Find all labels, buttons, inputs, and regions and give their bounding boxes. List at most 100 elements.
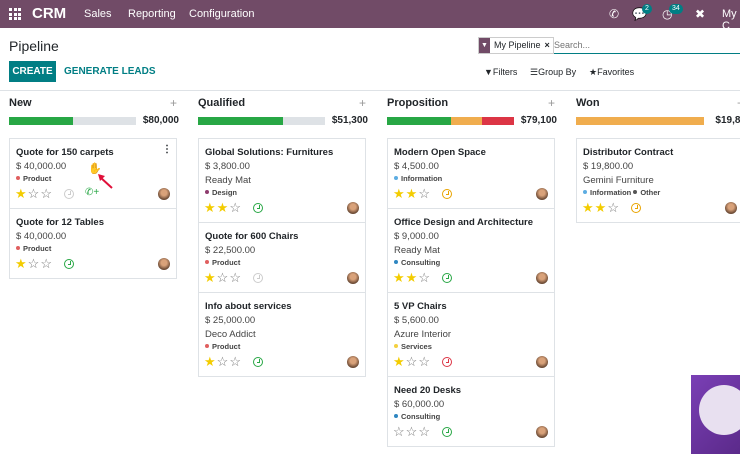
remove-facet-icon[interactable]: ×: [544, 40, 550, 50]
column-progress-bar[interactable]: [387, 117, 514, 125]
priority-star-icon[interactable]: ★: [15, 256, 28, 271]
progress-segment[interactable]: [576, 117, 704, 125]
priority-star-icon[interactable]: ★: [216, 200, 230, 215]
card-revenue: $ 5,600.00: [394, 315, 439, 326]
priority-star-icon[interactable]: ☆: [405, 424, 419, 439]
opportunity-card[interactable]: Quote for 600 Chairs $ 22,500.00 Product ★☆…: [198, 222, 366, 293]
priority-star-icon[interactable]: ★: [393, 186, 406, 201]
filters-dropdown[interactable]: ▼Filters: [484, 67, 518, 77]
salesperson-avatar[interactable]: [347, 202, 359, 214]
priority-star-icon[interactable]: ☆: [27, 186, 41, 201]
priority-star-icon[interactable]: ☆: [418, 424, 431, 439]
activity-clock-icon[interactable]: [64, 259, 74, 269]
search-input[interactable]: [554, 37, 734, 52]
priority-star-icon[interactable]: ★: [204, 354, 217, 369]
priority-star-icon[interactable]: ★: [582, 200, 595, 215]
priority-star-icon[interactable]: ☆: [607, 200, 620, 215]
salesperson-avatar[interactable]: [347, 272, 359, 284]
priority-star-icon[interactable]: ★: [405, 186, 419, 201]
priority-star-icon[interactable]: ☆: [229, 270, 242, 285]
opportunity-card[interactable]: Distributor Contract $ 19,800.00 Gemini Fu…: [576, 138, 740, 223]
activity-clock-icon[interactable]: [253, 357, 263, 367]
activity-clock-icon[interactable]: [253, 203, 263, 213]
salesperson-avatar[interactable]: [536, 426, 548, 438]
opportunity-card[interactable]: Quote for 12 Tables $ 40,000.00 Product ★☆☆: [9, 208, 177, 279]
column-title[interactable]: New: [9, 97, 32, 109]
progress-segment[interactable]: [283, 117, 325, 125]
column-progress-bar[interactable]: [198, 117, 325, 125]
activity-clock-icon[interactable]: ◷: [662, 7, 673, 21]
company-switcher[interactable]: My C: [722, 8, 737, 32]
opportunity-card[interactable]: Modern Open Space $ 4,500.00 Information ★★…: [387, 138, 555, 209]
priority-star-icon[interactable]: ★: [15, 186, 28, 201]
priority-stars: ★☆☆: [204, 271, 242, 284]
debug-tools-icon[interactable]: ✖: [695, 7, 706, 21]
priority-star-icon[interactable]: ☆: [229, 354, 242, 369]
progress-segment[interactable]: [198, 117, 284, 125]
priority-star-icon[interactable]: ☆: [229, 200, 242, 215]
groupby-dropdown[interactable]: ☰Group By: [530, 67, 577, 77]
priority-star-icon[interactable]: ☆: [393, 424, 406, 439]
progress-segment[interactable]: [72, 117, 136, 125]
menu-reporting[interactable]: Reporting: [128, 8, 176, 20]
column-title[interactable]: Qualified: [198, 97, 246, 109]
opportunity-card[interactable]: 5 VP Chairs $ 5,600.00 Azure Interior Servi…: [387, 292, 555, 377]
opportunity-card[interactable]: Need 20 Desks $ 60,000.00 Consulting ☆☆☆: [387, 376, 555, 447]
priority-star-icon[interactable]: ☆: [405, 354, 419, 369]
generate-leads-button[interactable]: GENERATE LEADS: [64, 66, 156, 77]
salesperson-avatar[interactable]: [536, 272, 548, 284]
quick-create-icon[interactable]: +: [358, 96, 366, 110]
priority-star-icon[interactable]: ★: [393, 270, 406, 285]
create-button[interactable]: CREATE: [9, 61, 56, 82]
priority-star-icon[interactable]: ☆: [216, 270, 230, 285]
priority-star-icon[interactable]: ☆: [40, 256, 53, 271]
activity-clock-icon[interactable]: [253, 273, 263, 283]
card-menu-icon[interactable]: ⋮: [162, 144, 172, 155]
salesperson-avatar[interactable]: [347, 356, 359, 368]
quick-create-icon[interactable]: +: [547, 96, 555, 110]
phone-call-icon[interactable]: ✆+: [85, 187, 100, 198]
salesperson-avatar[interactable]: [158, 188, 170, 200]
priority-star-icon[interactable]: ☆: [418, 270, 431, 285]
app-brand[interactable]: CRM: [32, 5, 67, 22]
activity-clock-icon[interactable]: [631, 203, 641, 213]
quick-create-icon[interactable]: +: [737, 96, 740, 110]
column-progress-bar[interactable]: [9, 117, 136, 125]
activity-clock-icon[interactable]: [442, 427, 452, 437]
menu-sales[interactable]: Sales: [84, 8, 112, 20]
activity-clock-icon[interactable]: [442, 357, 452, 367]
priority-star-icon[interactable]: ★: [204, 200, 217, 215]
opportunity-card[interactable]: Info about services $ 25,000.00 Deco Addic…: [198, 292, 366, 377]
menu-configuration[interactable]: Configuration: [189, 8, 255, 20]
phone-icon[interactable]: ✆: [609, 7, 620, 21]
column-title[interactable]: Won: [576, 97, 600, 109]
priority-star-icon[interactable]: ★: [594, 200, 608, 215]
progress-segment[interactable]: [9, 117, 73, 125]
priority-star-icon[interactable]: ☆: [418, 354, 431, 369]
column-title[interactable]: Proposition: [387, 97, 449, 109]
activity-clock-icon[interactable]: [442, 273, 452, 283]
priority-star-icon[interactable]: ☆: [40, 186, 53, 201]
progress-segment[interactable]: [387, 117, 451, 125]
activity-clock-icon[interactable]: [442, 189, 452, 199]
priority-star-icon[interactable]: ★: [393, 354, 406, 369]
opportunity-card[interactable]: Office Design and Architecture $ 9,000.00…: [387, 208, 555, 293]
salesperson-avatar[interactable]: [536, 188, 548, 200]
priority-star-icon[interactable]: ☆: [27, 256, 41, 271]
salesperson-avatar[interactable]: [536, 356, 548, 368]
salesperson-avatar[interactable]: [158, 258, 170, 270]
opportunity-card[interactable]: Global Solutions: Furnitures $ 3,800.00 Re…: [198, 138, 366, 223]
favorites-dropdown[interactable]: ★Favorites: [589, 67, 635, 77]
activity-clock-icon[interactable]: [64, 189, 74, 199]
salesperson-avatar[interactable]: [725, 202, 737, 214]
priority-star-icon[interactable]: ★: [405, 270, 419, 285]
progress-segment[interactable]: [482, 117, 514, 125]
progress-segment[interactable]: [450, 117, 483, 125]
priority-star-icon[interactable]: ☆: [418, 186, 431, 201]
apps-menu-icon[interactable]: [9, 8, 21, 20]
quick-create-icon[interactable]: +: [169, 96, 177, 110]
opportunity-card[interactable]: Quote for 150 carpets $ 40,000.00 Product ★…: [9, 138, 177, 209]
column-progress-bar[interactable]: [576, 117, 704, 125]
priority-star-icon[interactable]: ☆: [216, 354, 230, 369]
priority-star-icon[interactable]: ★: [204, 270, 217, 285]
